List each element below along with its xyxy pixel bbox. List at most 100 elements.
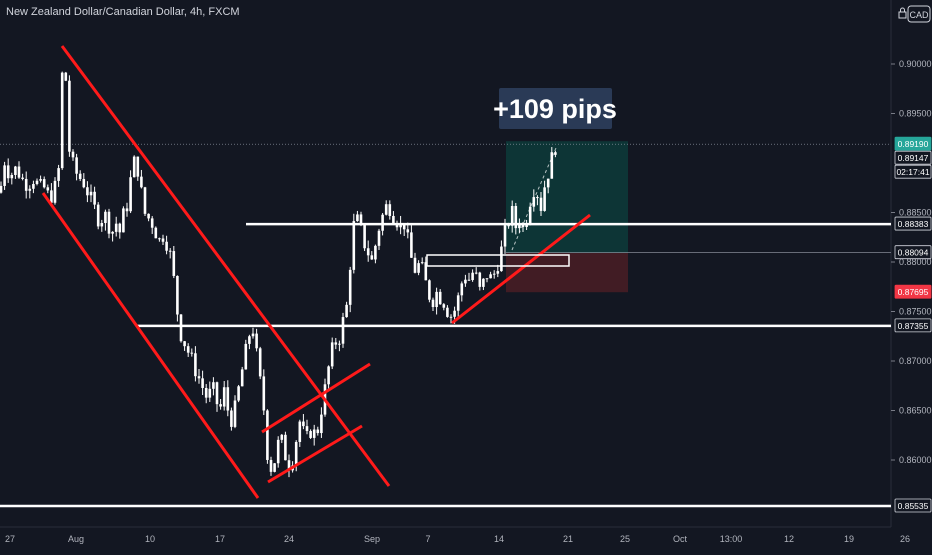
candle[interactable]	[320, 407, 323, 438]
candle[interactable]	[276, 436, 280, 468]
candle[interactable]	[89, 184, 93, 203]
candle[interactable]	[428, 279, 431, 303]
candle[interactable]	[32, 180, 35, 194]
candle[interactable]	[374, 244, 377, 264]
candle[interactable]	[356, 210, 359, 222]
candle[interactable]	[57, 164, 60, 187]
candle[interactable]	[482, 278, 485, 291]
candle[interactable]	[230, 407, 233, 431]
candle[interactable]	[183, 340, 186, 351]
candle[interactable]	[10, 172, 14, 185]
candle[interactable]	[446, 305, 449, 318]
candle[interactable]	[287, 454, 291, 478]
candle[interactable]	[309, 429, 312, 439]
candle[interactable]	[478, 271, 482, 291]
candle[interactable]	[201, 370, 204, 395]
candle[interactable]	[118, 222, 122, 239]
candle[interactable]	[46, 184, 50, 194]
profit-zone[interactable]	[506, 141, 628, 253]
time-axis[interactable]: 27 Aug 10 17 24 Sep 7 14 21 25 Oct 13:00 12 19 26	[5, 534, 910, 544]
candle[interactable]	[248, 334, 251, 350]
candle[interactable]	[114, 216, 118, 237]
candle[interactable]	[212, 377, 215, 396]
candle[interactable]	[536, 195, 539, 206]
candle[interactable]	[222, 381, 226, 411]
currency-badge[interactable]: CAD	[898, 5, 931, 23]
candle[interactable]	[406, 222, 410, 239]
candle[interactable]	[28, 185, 32, 199]
price-tag[interactable]: 0.85535	[894, 498, 932, 513]
price-tag[interactable]: 0.87695	[894, 284, 932, 299]
price-tag[interactable]: 0.87355	[894, 318, 932, 333]
candle[interactable]	[179, 313, 183, 343]
candle[interactable]	[14, 165, 17, 179]
candle[interactable]	[42, 176, 46, 189]
candle[interactable]	[219, 398, 222, 410]
candle[interactable]	[546, 178, 550, 194]
candle[interactable]	[251, 327, 255, 339]
candle[interactable]	[528, 202, 532, 226]
channel-top-line[interactable]	[60, 45, 391, 487]
candle[interactable]	[71, 149, 75, 161]
candle[interactable]	[384, 200, 388, 216]
candle[interactable]	[503, 218, 507, 254]
candle[interactable]	[269, 456, 273, 476]
candle[interactable]	[136, 156, 140, 181]
candle[interactable]	[215, 381, 219, 412]
price-tag[interactable]: 02:17:41	[894, 164, 932, 179]
candle[interactable]	[330, 337, 334, 370]
candle[interactable]	[100, 219, 104, 232]
candle[interactable]	[60, 71, 64, 170]
candle[interactable]	[24, 171, 28, 199]
candle[interactable]	[262, 369, 266, 415]
candle[interactable]	[273, 463, 276, 473]
candle[interactable]	[521, 222, 525, 232]
candle[interactable]	[370, 251, 374, 260]
candle[interactable]	[327, 365, 330, 390]
candle[interactable]	[21, 173, 24, 181]
candle[interactable]	[266, 409, 269, 464]
candle[interactable]	[35, 178, 39, 186]
candle[interactable]	[96, 202, 100, 230]
candle[interactable]	[75, 153, 78, 181]
candle[interactable]	[449, 314, 453, 324]
price-tag[interactable]: 0.88094	[894, 245, 932, 260]
candle[interactable]	[284, 431, 287, 461]
candle[interactable]	[496, 264, 500, 278]
candle[interactable]	[417, 260, 420, 276]
candle[interactable]	[68, 75, 71, 157]
candle[interactable]	[438, 289, 442, 305]
candle[interactable]	[165, 235, 168, 255]
candle[interactable]	[122, 206, 125, 233]
candle[interactable]	[539, 191, 543, 216]
candle[interactable]	[194, 346, 197, 382]
candle[interactable]	[176, 275, 179, 322]
candle[interactable]	[525, 219, 528, 230]
candle[interactable]	[334, 337, 338, 350]
flag-top-line[interactable]	[261, 362, 371, 434]
support-trendline[interactable]	[451, 213, 591, 325]
candle[interactable]	[442, 303, 446, 311]
candle[interactable]	[507, 222, 510, 229]
candle[interactable]	[341, 312, 345, 348]
candle[interactable]	[86, 181, 89, 203]
candle[interactable]	[190, 348, 194, 357]
candle[interactable]	[345, 301, 348, 318]
candle[interactable]	[413, 252, 417, 274]
candle[interactable]	[93, 186, 96, 210]
candle[interactable]	[154, 226, 158, 239]
price-tag[interactable]: 0.88383	[894, 216, 932, 231]
candle[interactable]	[17, 161, 21, 179]
candle[interactable]	[485, 278, 489, 283]
candle[interactable]	[474, 267, 478, 275]
candle[interactable]	[237, 384, 240, 403]
candle[interactable]	[53, 177, 57, 205]
price-tag[interactable]: 0.89190	[894, 136, 932, 151]
candle[interactable]	[125, 202, 129, 217]
candle[interactable]	[338, 340, 341, 352]
candle[interactable]	[460, 281, 464, 302]
candle[interactable]	[0, 181, 3, 194]
candle[interactable]	[514, 202, 518, 235]
candle[interactable]	[140, 169, 143, 189]
